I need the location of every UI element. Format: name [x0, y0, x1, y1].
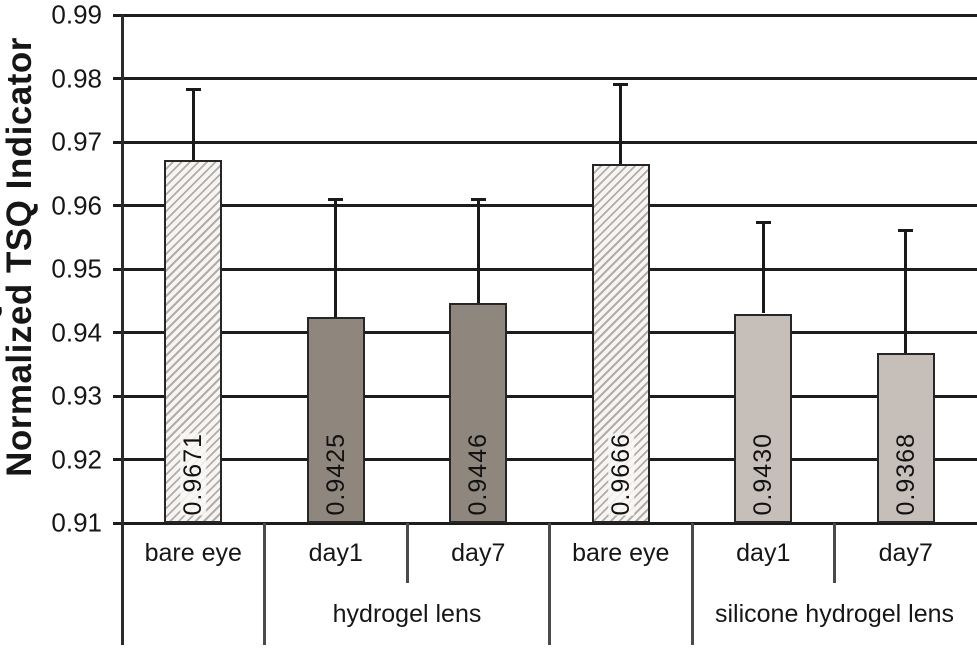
- gridline: [113, 13, 977, 17]
- category-tick-line: [833, 523, 836, 583]
- bar-value-label: 0.9425: [321, 432, 350, 515]
- bar-value-label-wrap: 0.9671: [166, 432, 220, 515]
- bar: 0.9446: [449, 303, 508, 523]
- group-label: hydrogel lens: [332, 599, 482, 628]
- bar: 0.9430: [734, 313, 793, 523]
- category-label: day1: [736, 538, 791, 567]
- category-tick-line: [405, 523, 409, 583]
- bar-value-label: 0.9671: [179, 432, 208, 515]
- gridline: [113, 140, 977, 144]
- gridline: [113, 204, 977, 207]
- bar: 0.9666: [591, 163, 650, 523]
- bar-value-label: 0.9666: [606, 432, 635, 515]
- category-label: day7: [878, 538, 933, 567]
- y-tick-label: 0.97: [51, 126, 102, 157]
- group-label: silicone hydrogel lens: [714, 599, 955, 628]
- bar: 0.9425: [306, 316, 365, 523]
- error-bar-stem: [334, 199, 338, 317]
- gridline: [113, 521, 977, 525]
- gridline: [113, 331, 977, 334]
- y-tick-label: 0.94: [51, 317, 102, 347]
- bar-value-label: 0.9368: [891, 432, 920, 515]
- error-bar-stem: [191, 89, 195, 161]
- category-label: bare eye: [572, 538, 670, 567]
- error-bar-stem: [619, 84, 623, 164]
- bar-value-label-wrap: 0.9430: [736, 433, 790, 515]
- y-tick-label: 0.91: [51, 507, 102, 538]
- y-tick-label: 0.95: [51, 253, 102, 284]
- bar: 0.9368: [876, 352, 935, 523]
- y-tick-label: 0.98: [51, 63, 102, 93]
- bar-value-label-wrap: 0.9666: [594, 432, 648, 515]
- y-tick-label: 0.93: [51, 380, 102, 411]
- error-bar-cap: [185, 87, 201, 91]
- gridline: [113, 267, 977, 271]
- bar-value-label-wrap: 0.9425: [309, 433, 363, 515]
- error-bar-stem: [476, 199, 480, 304]
- error-bar-cap: [755, 220, 771, 224]
- error-bar-cap: [613, 82, 629, 86]
- y-axis-line: [120, 15, 124, 645]
- category-label: day7: [451, 538, 506, 567]
- group-divider-line: [263, 523, 266, 645]
- y-tick-label: 0.96: [51, 190, 102, 220]
- gridline: [113, 458, 977, 461]
- y-tick-label: 0.99: [51, 0, 102, 30]
- group-divider-line: [548, 523, 551, 645]
- error-bar-stem: [904, 230, 908, 353]
- error-bar-stem: [761, 222, 765, 314]
- error-bar-cap: [328, 198, 344, 202]
- bar: 0.9671: [164, 160, 223, 523]
- group-divider-line: [690, 523, 694, 645]
- gridline: [113, 77, 977, 80]
- bar-value-label-wrap: 0.9368: [879, 433, 933, 515]
- error-bar-cap: [898, 229, 914, 233]
- bar-value-label-wrap: 0.9446: [451, 433, 505, 515]
- category-label: day1: [308, 538, 363, 567]
- gridline: [113, 394, 977, 398]
- y-tick-label: 0.92: [51, 444, 102, 474]
- bar-value-label: 0.9430: [749, 432, 778, 515]
- bar-value-label: 0.9446: [464, 432, 493, 515]
- category-label: bare eye: [144, 538, 242, 567]
- error-bar-cap: [470, 198, 486, 202]
